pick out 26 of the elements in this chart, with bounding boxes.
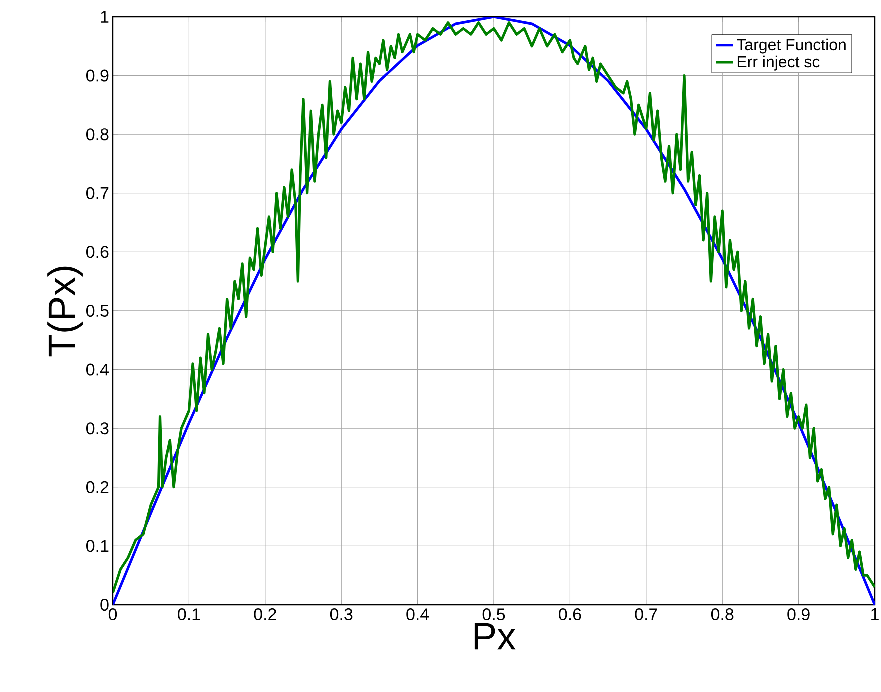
x-tick-label: 0 bbox=[108, 608, 118, 621]
y-tick-label: 0.8 bbox=[86, 128, 109, 141]
y-tick-label: 1 bbox=[101, 11, 109, 23]
x-tick-label: 0.5 bbox=[482, 608, 506, 621]
y-tick-label: 0.7 bbox=[86, 187, 109, 200]
x-tick-label: 0.2 bbox=[254, 608, 276, 621]
y-tick-label: 0.3 bbox=[86, 422, 109, 435]
y-tick-label: 0.6 bbox=[86, 246, 109, 258]
x-tick-label: 0.1 bbox=[178, 608, 200, 621]
y-tick-label: 0.5 bbox=[86, 304, 109, 318]
legend-label: Err inject sc bbox=[738, 56, 820, 71]
x-tick-label: 0.7 bbox=[635, 608, 658, 621]
y-tick-label: 0.1 bbox=[86, 540, 109, 552]
y-axis-title: T(Px) bbox=[48, 266, 83, 357]
x-tick-label: 0.6 bbox=[559, 608, 582, 621]
x-tick-label: 0.9 bbox=[788, 608, 810, 621]
x-tick-label: 0.8 bbox=[711, 608, 734, 621]
y-tick-label: 0.4 bbox=[86, 364, 109, 376]
y-tick-label: 0.2 bbox=[86, 481, 109, 494]
x-tick-label: 0.4 bbox=[406, 608, 430, 621]
x-axis-title: Px bbox=[474, 623, 516, 650]
y-tick-label: 0 bbox=[100, 598, 109, 612]
legend-label: Target Function bbox=[737, 38, 846, 54]
x-tick-label: 1 bbox=[872, 608, 879, 620]
x-tick-label: 0.3 bbox=[330, 608, 353, 621]
y-tick-label: 0.9 bbox=[86, 70, 109, 82]
